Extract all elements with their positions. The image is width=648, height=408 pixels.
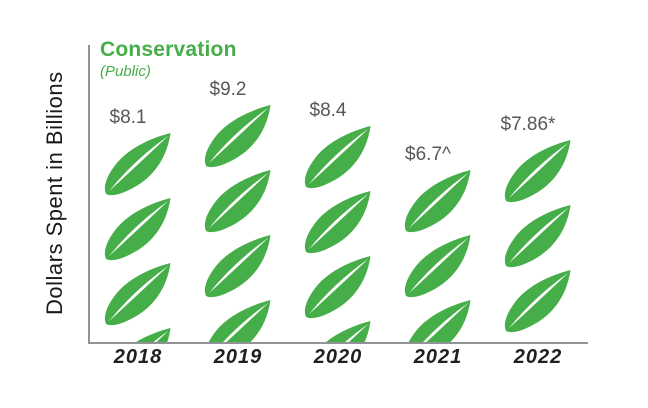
- leaf-icon: [204, 170, 271, 233]
- leaf-icon: [104, 263, 171, 326]
- x-axis-label-2021: 2021: [413, 346, 463, 368]
- leaf-icon: [304, 126, 371, 189]
- leaf-icon: [326, 321, 371, 342]
- leaf-icon: [208, 300, 271, 342]
- bar-2020: [298, 124, 378, 342]
- chart-title: Conservation: [100, 38, 237, 61]
- leaf-icon: [104, 133, 171, 196]
- leaf-icon: [404, 170, 471, 233]
- value-label-2020: $8.4: [309, 100, 347, 121]
- leaf-icon: [304, 256, 371, 319]
- chart-subtitle: (Public): [100, 63, 151, 80]
- x-axis-label-2020: 2020: [313, 346, 363, 368]
- x-axis-label-2018: 2018: [113, 346, 163, 368]
- x-axis-label-2019: 2019: [213, 346, 263, 368]
- x-axis-line: [88, 342, 588, 344]
- y-axis-line: [88, 45, 90, 342]
- value-label-2022: $7.86*: [500, 114, 556, 135]
- leaf-icon: [136, 328, 171, 342]
- leaf-icon: [204, 105, 271, 168]
- leaf-icon: [408, 300, 471, 342]
- leaf-icon: [504, 270, 571, 333]
- leaf-icon: [104, 198, 171, 261]
- leaf-icon: [404, 235, 471, 298]
- leaf-icon: [504, 140, 571, 203]
- bar-2019: [198, 103, 278, 342]
- bar-2022: [498, 138, 578, 342]
- leaf-icon: [204, 235, 271, 298]
- value-label-2019: $9.2: [209, 79, 247, 100]
- bar-2021: [398, 168, 478, 342]
- value-label-2021: $6.7^: [405, 144, 451, 165]
- value-label-2018: $8.1: [109, 107, 147, 128]
- x-axis-label-2022: 2022: [513, 346, 563, 368]
- leaf-icon: [304, 191, 371, 254]
- bar-2018: [98, 131, 178, 342]
- leaf-icon: [504, 205, 571, 268]
- y-axis-label: Dollars Spent in Billions: [42, 71, 67, 316]
